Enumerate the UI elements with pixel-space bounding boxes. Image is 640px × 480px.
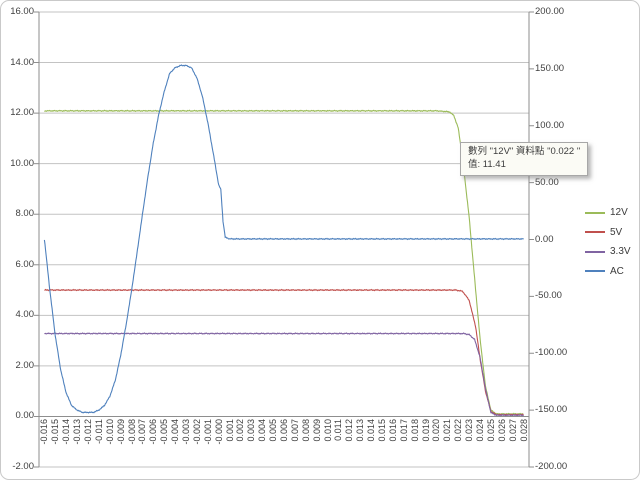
right-axis-tick-label: -150.00 xyxy=(535,404,568,416)
x-axis-tick-label: 0.022 xyxy=(453,419,464,442)
x-axis-tick-label: 0.015 xyxy=(377,419,387,442)
legend-label: 5V xyxy=(610,226,623,238)
x-axis-tick-label: 0.019 xyxy=(420,419,431,442)
x-axis-tick-label: 0.025 xyxy=(485,419,496,442)
legend-item-12V[interactable]: 12V xyxy=(585,203,631,223)
tooltip-series-line: 數列 "12V" 資料點 "0.022 " xyxy=(468,146,581,157)
x-axis-tick-label: 0.023 xyxy=(464,419,475,442)
series-line-12V[interactable] xyxy=(44,109,524,416)
x-axis-tick-label: 0.009 xyxy=(311,419,322,442)
x-axis-tick-label: 0.008 xyxy=(300,419,311,442)
x-axis-tick-label: 0.005 xyxy=(268,419,279,442)
x-axis-tick-label: 0.010 xyxy=(322,419,333,442)
series-line-5V[interactable] xyxy=(44,288,524,416)
left-axis-tick-label: 2.00 xyxy=(15,359,35,371)
left-axis-tick-label: 8.00 xyxy=(15,208,35,220)
x-axis-tick-label: 0.013 xyxy=(355,419,366,442)
tooltip-value-line: 值: 11.41 xyxy=(468,158,506,170)
x-axis-tick-label: -0.002 xyxy=(191,419,202,445)
legend-label: 3.3V xyxy=(610,246,631,258)
left-axis-tick-label: 16.00 xyxy=(10,6,34,17)
x-axis-tick-label: -0.006 xyxy=(148,419,159,445)
x-axis-tick-label: -0.011 xyxy=(93,419,104,444)
x-axis-tick-label: -0.015 xyxy=(50,419,61,445)
x-axis-tick-label: -0.008 xyxy=(126,419,137,445)
right-axis-tick-label: 200.00 xyxy=(535,6,565,17)
x-axis-tick-label: 0.006 xyxy=(279,419,289,442)
left-axis-tick-label: 12.00 xyxy=(10,107,34,119)
legend-line-swatch xyxy=(585,250,605,253)
x-axis-tick-label: 0.012 xyxy=(344,419,355,442)
x-axis-tick-label: 0.026 xyxy=(496,419,507,442)
x-axis-tick-label: 0.004 xyxy=(257,419,268,442)
right-axis-tick-label: 0.00 xyxy=(535,233,554,245)
legend: 12V 5V 3.3V AC xyxy=(585,203,631,281)
left-axis-tick-label: 10.00 xyxy=(10,157,34,169)
x-axis-tick-label: 0.028 xyxy=(518,419,529,442)
x-axis-tick-label: 0.020 xyxy=(431,419,442,442)
legend-item-5V[interactable]: 5V xyxy=(585,223,631,243)
x-axis-tick-label: -0.007 xyxy=(137,419,148,445)
legend-line-swatch xyxy=(585,231,605,234)
left-axis-tick-label: -2.00 xyxy=(12,461,34,472)
legend-label: AC xyxy=(610,265,624,277)
left-axis-tick-label: 4.00 xyxy=(15,309,35,321)
legend-label: 12V xyxy=(610,207,628,219)
x-axis-tick-label: -0.016 xyxy=(39,419,50,445)
x-axis-tick-label: 0.027 xyxy=(507,419,518,442)
legend-line-swatch xyxy=(585,211,605,214)
left-axis-tick-label: 14.00 xyxy=(10,56,34,68)
datapoint-tooltip: 數列 "12V" 資料點 "0.022 " 值: 11.41 xyxy=(460,142,589,176)
x-axis-tick-label: 0.011 xyxy=(333,419,344,441)
legend-item-AC[interactable]: AC xyxy=(585,262,631,282)
x-axis-tick-label: -0.009 xyxy=(115,419,126,445)
x-axis-tick-label: -0.005 xyxy=(159,419,170,445)
x-axis-tick-label: 0.018 xyxy=(409,419,420,442)
x-axis-tick-label: -0.001 xyxy=(202,419,213,445)
right-axis-tick-label: 50.00 xyxy=(535,176,559,188)
x-axis-tick-label: -0.003 xyxy=(181,419,191,445)
right-axis-tick-label: -50.00 xyxy=(535,290,562,302)
x-axis-tick-label: 0.014 xyxy=(366,419,377,442)
right-axis-tick-label: 150.00 xyxy=(535,62,565,74)
x-axis-tick-label: -0.014 xyxy=(61,419,72,445)
legend-line-swatch xyxy=(585,270,605,273)
series-line-AC[interactable] xyxy=(43,64,524,414)
x-axis-tick-label: 0.001 xyxy=(224,419,235,442)
x-axis-tick-label: 0.021 xyxy=(442,419,453,442)
right-axis-tick-label: -200.00 xyxy=(535,461,568,472)
x-axis-tick-label: -0.004 xyxy=(170,419,181,445)
x-axis-tick-label: 0.007 xyxy=(289,419,300,442)
left-axis-tick-label: 6.00 xyxy=(15,258,35,270)
left-axis-tick-label: 0.00 xyxy=(15,410,35,422)
right-axis-tick-label: -100.00 xyxy=(535,347,568,359)
right-axis-tick-label: 100.00 xyxy=(535,119,565,131)
x-axis-tick-label: -0.012 xyxy=(83,419,93,445)
x-axis-tick-label: -0.000 xyxy=(213,419,224,445)
x-axis-tick-label: 0.017 xyxy=(398,419,409,442)
x-axis-tick-label: 0.016 xyxy=(387,419,398,442)
x-axis-tick-label: -0.013 xyxy=(72,419,83,445)
x-axis-tick-label: 0.003 xyxy=(246,419,257,442)
x-axis-tick-label: 0.024 xyxy=(475,419,485,442)
x-axis-tick-label: -0.010 xyxy=(104,419,115,445)
legend-item-3.3V[interactable]: 3.3V xyxy=(585,242,631,262)
x-axis-tick-label: 0.002 xyxy=(235,419,246,442)
